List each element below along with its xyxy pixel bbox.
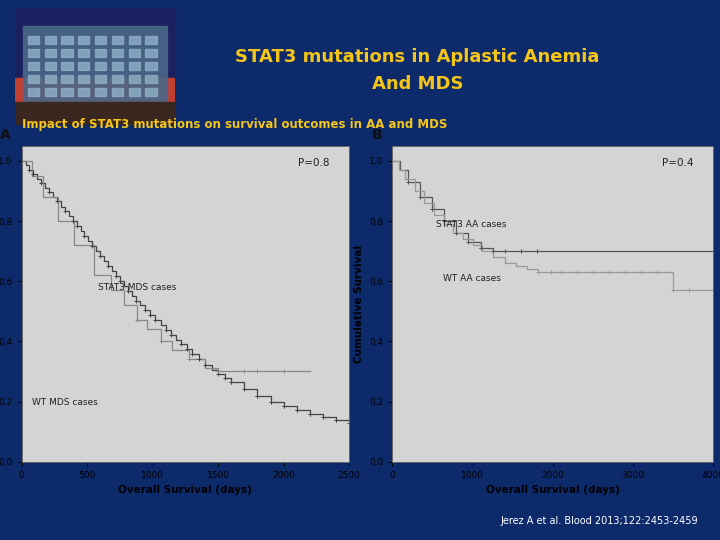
Bar: [145, 62, 157, 70]
Text: And MDS: And MDS: [372, 75, 464, 93]
Bar: [112, 87, 123, 96]
Bar: [28, 49, 39, 57]
Bar: [61, 87, 73, 96]
Bar: [78, 75, 89, 83]
Text: Impact of STAT3 mutations on survival outcomes in AA and MDS: Impact of STAT3 mutations on survival ou…: [22, 118, 447, 131]
Bar: [145, 36, 157, 44]
Bar: [61, 36, 73, 44]
X-axis label: Overall Survival (days): Overall Survival (days): [486, 485, 619, 495]
Bar: [145, 87, 157, 96]
Bar: [112, 75, 123, 83]
Bar: [78, 87, 89, 96]
Bar: [15, 8, 175, 78]
Bar: [129, 87, 140, 96]
Text: P=0.8: P=0.8: [298, 158, 330, 168]
Bar: [28, 87, 39, 96]
Bar: [95, 49, 107, 57]
Bar: [112, 49, 123, 57]
Text: STAT3 MDS cases: STAT3 MDS cases: [98, 283, 176, 292]
Bar: [28, 75, 39, 83]
Bar: [28, 36, 39, 44]
Bar: [95, 75, 107, 83]
Text: WT MDS cases: WT MDS cases: [32, 397, 98, 407]
Text: WT AA cases: WT AA cases: [443, 274, 500, 283]
Bar: [95, 36, 107, 44]
Text: Jerez A et al. Blood 2013;122:2453-2459: Jerez A et al. Blood 2013;122:2453-2459: [501, 516, 698, 526]
Y-axis label: Cumulative Survival: Cumulative Survival: [354, 245, 364, 363]
Bar: [78, 49, 89, 57]
Bar: [45, 36, 56, 44]
Text: STAT3 AA cases: STAT3 AA cases: [436, 220, 507, 229]
Bar: [112, 36, 123, 44]
Bar: [61, 75, 73, 83]
Bar: [45, 62, 56, 70]
Bar: [145, 75, 157, 83]
Bar: [95, 62, 107, 70]
Text: B: B: [372, 129, 382, 143]
Bar: [95, 87, 107, 96]
Bar: [28, 62, 39, 70]
Bar: [45, 49, 56, 57]
Bar: [61, 62, 73, 70]
Bar: [129, 36, 140, 44]
Bar: [112, 62, 123, 70]
Text: P=0.4: P=0.4: [662, 158, 693, 168]
Bar: [61, 49, 73, 57]
Bar: [129, 62, 140, 70]
Bar: [145, 49, 157, 57]
Bar: [78, 62, 89, 70]
Bar: [15, 102, 175, 125]
Bar: [23, 25, 167, 102]
Bar: [45, 75, 56, 83]
Bar: [78, 36, 89, 44]
Bar: [129, 49, 140, 57]
Bar: [129, 75, 140, 83]
Bar: [15, 78, 175, 125]
Text: A: A: [0, 129, 11, 143]
Bar: [45, 87, 56, 96]
Text: STAT3 mutations in Aplastic Anemia: STAT3 mutations in Aplastic Anemia: [235, 48, 600, 66]
X-axis label: Overall Survival (days): Overall Survival (days): [119, 485, 252, 495]
